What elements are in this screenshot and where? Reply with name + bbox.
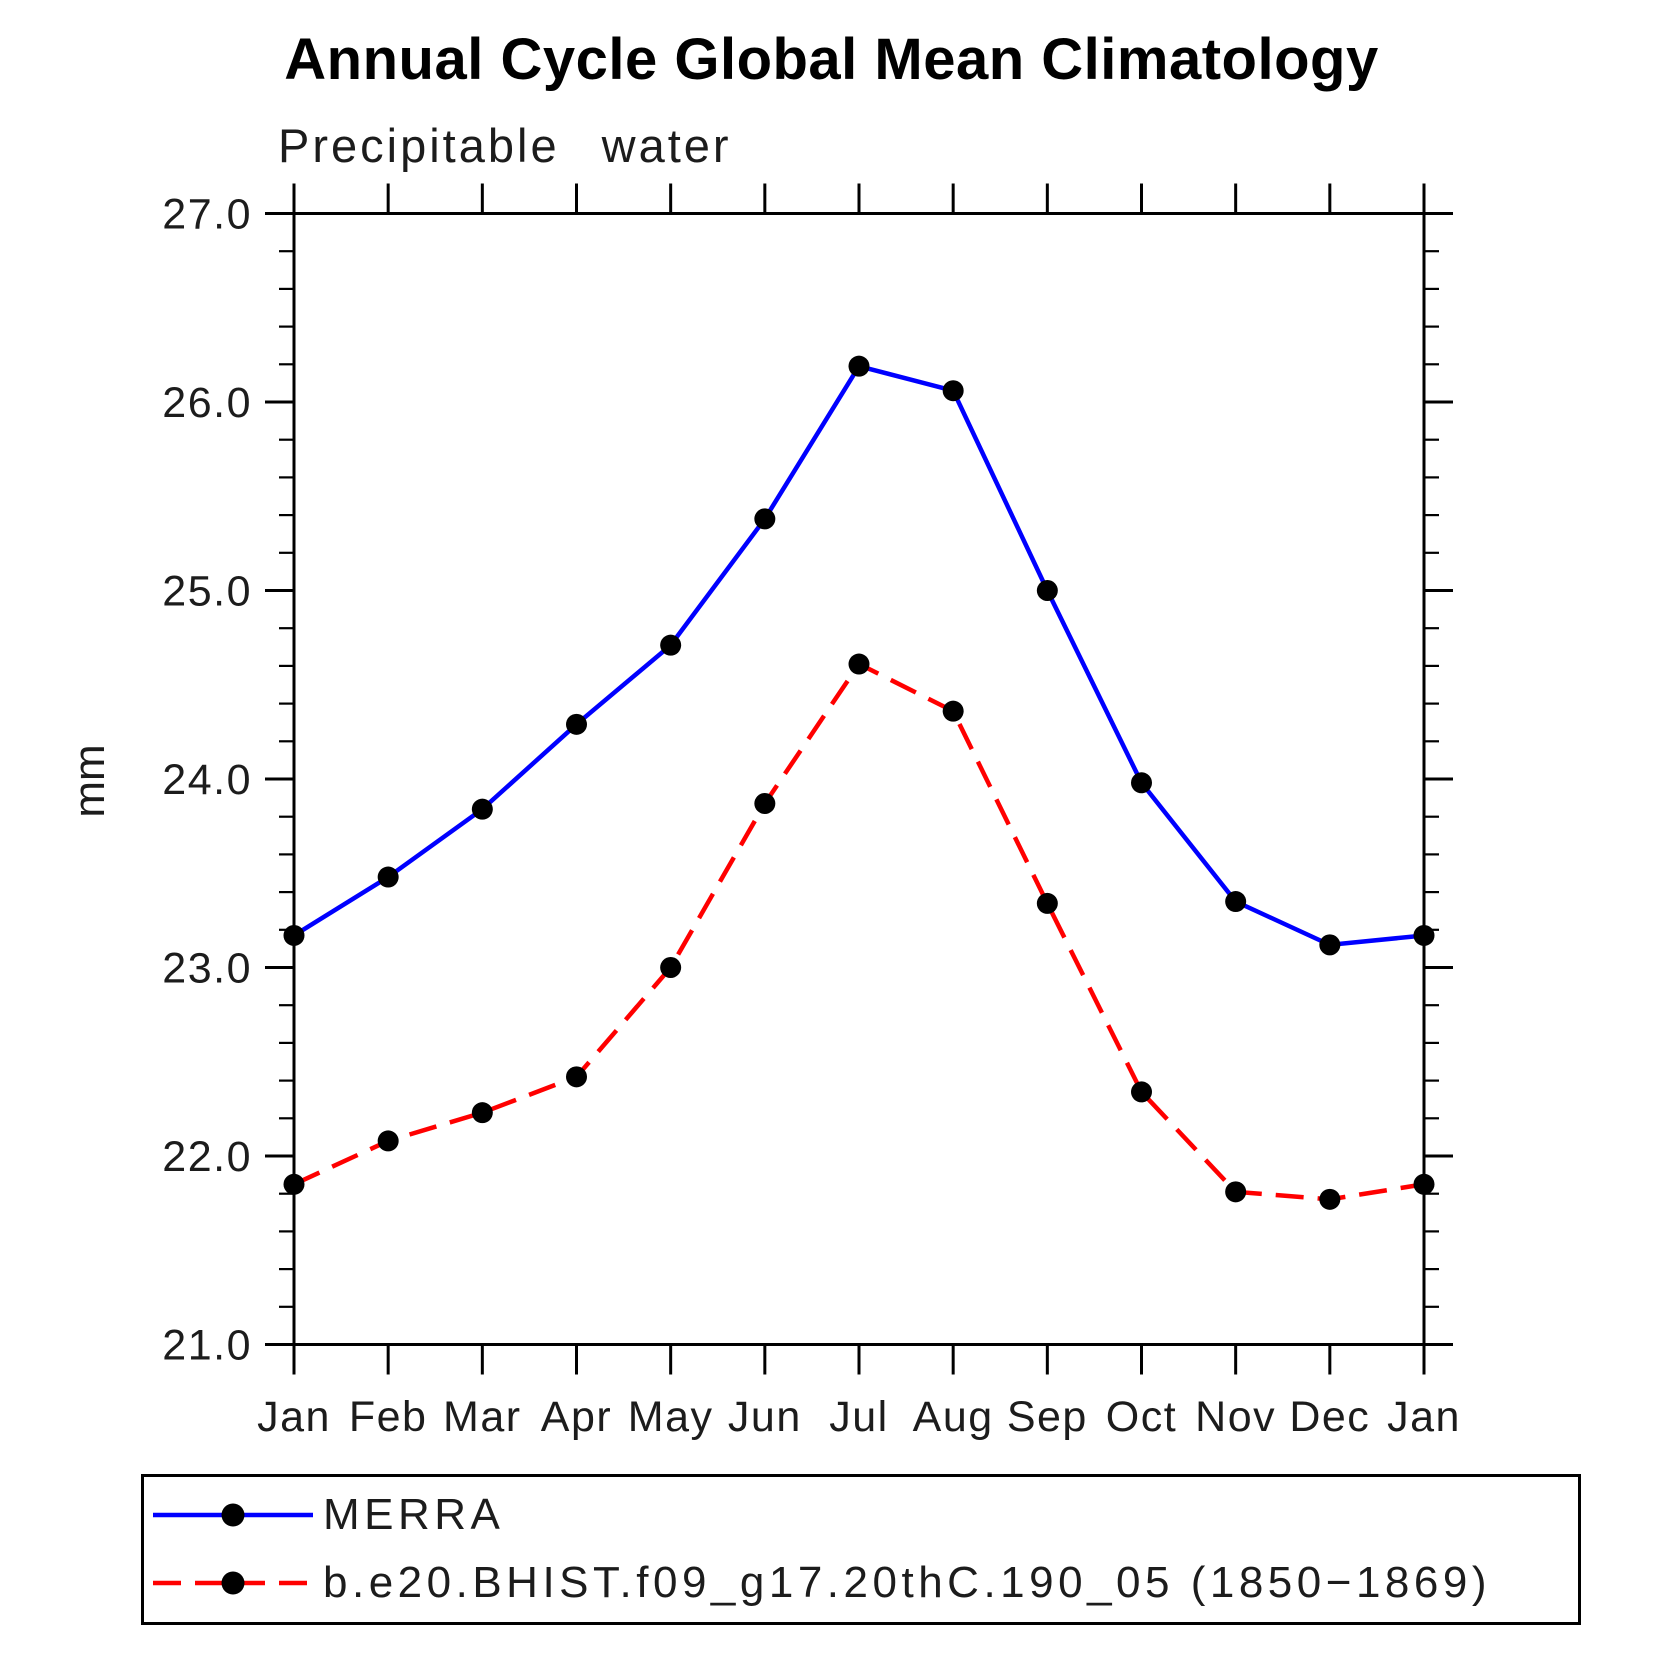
series-1-marker <box>1131 1081 1152 1103</box>
x-tick-label: Jan <box>1387 1393 1461 1441</box>
series-1-marker <box>1413 1173 1435 1195</box>
legend-sample-marker <box>221 1503 245 1527</box>
series-0-marker <box>566 713 587 735</box>
series-1-line <box>293 661 1425 1202</box>
legend-label-model: b.e20.BHIST.f09_g17.20thC.190_05 (1850−1… <box>323 1558 1491 1607</box>
x-tick-label: Jun <box>728 1393 802 1441</box>
x-tick-label: Oct <box>1106 1393 1177 1441</box>
plot-box <box>292 212 1426 1346</box>
series-1-marker <box>566 1066 587 1088</box>
series-1-marker <box>283 1173 305 1195</box>
series-1-marker <box>660 957 682 978</box>
series-1-marker <box>471 1102 493 1124</box>
x-tick-label: Sep <box>1007 1393 1088 1441</box>
legend-sample-line-merra <box>153 1503 313 1527</box>
y-tick-label: 22.0 <box>162 1133 252 1181</box>
series-1-marker <box>1225 1181 1247 1203</box>
series-1-marker <box>1036 892 1058 914</box>
series-0-marker <box>1131 772 1152 794</box>
x-tick-label: May <box>628 1393 714 1441</box>
legend-sample-marker <box>221 1571 245 1595</box>
y-tick-label: 27.0 <box>162 191 252 239</box>
x-tick-label: Dec <box>1289 1393 1370 1441</box>
y-tick-label: 23.0 <box>162 945 252 993</box>
y-tick-label: 25.0 <box>162 568 252 616</box>
x-tick-label: Nov <box>1195 1393 1276 1441</box>
series-0-marker <box>660 634 682 656</box>
series-0-marker <box>1319 934 1341 956</box>
legend-label-merra: MERRA <box>323 1490 505 1539</box>
legend-item-merra: MERRA <box>147 1489 504 1541</box>
x-tick-label: Mar <box>443 1393 522 1441</box>
series-0-marker <box>942 380 964 402</box>
y-tick-label: 26.0 <box>162 379 252 427</box>
legend-item-model: b.e20.BHIST.f09_g17.20thC.190_05 (1850−1… <box>147 1557 1491 1609</box>
series-0-marker <box>1225 891 1247 913</box>
series-0-marker <box>1413 924 1435 946</box>
series-1-marker <box>942 700 964 722</box>
x-tick-label: Jul <box>829 1393 888 1441</box>
chart-subtitle: Precipitable water <box>278 119 732 172</box>
x-tick-label: Apr <box>541 1393 612 1441</box>
x-tick-label: Aug <box>913 1393 994 1441</box>
y-tick-label: 24.0 <box>162 756 252 804</box>
series-0-marker <box>1036 580 1058 601</box>
series-0-marker <box>377 866 399 888</box>
series-0-marker <box>471 798 493 820</box>
chart-title: Annual Cycle Global Mean Climatology <box>284 27 1379 92</box>
series-0-marker <box>754 508 776 530</box>
legend-box: MERRA b.e20.BHIST.f09_g17.20thC.190_05 (… <box>141 1474 1581 1625</box>
series-1-marker <box>848 653 870 675</box>
series-0-marker <box>848 355 870 377</box>
series-1-marker <box>1319 1188 1341 1210</box>
x-tick-label: Jan <box>257 1393 331 1441</box>
legend-sample-line-model <box>153 1571 313 1595</box>
series-0-marker <box>283 924 305 946</box>
series-1-marker <box>377 1130 399 1152</box>
series-1-marker <box>754 793 776 815</box>
y-tick-label: 21.0 <box>162 1322 252 1370</box>
x-tick-label: Feb <box>349 1393 428 1441</box>
